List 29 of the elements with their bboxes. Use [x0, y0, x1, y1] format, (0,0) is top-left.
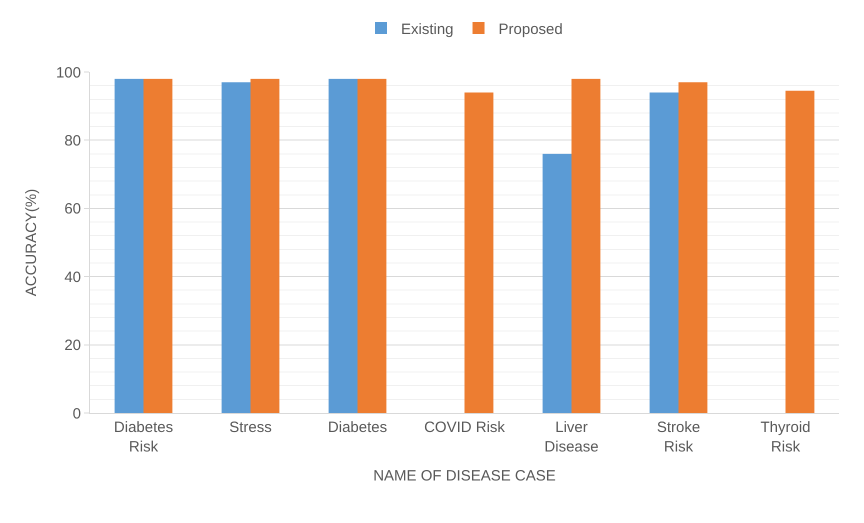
bar	[222, 82, 250, 413]
bar	[358, 78, 386, 413]
x-axis-title: NAME OF DISEASE CASE	[373, 468, 556, 484]
bar	[144, 78, 172, 413]
legend-label: Existing	[401, 20, 454, 38]
x-tick-label: Diabetes Risk	[114, 419, 174, 456]
y-tick-label: 60	[64, 200, 81, 218]
bar	[328, 78, 358, 413]
y-tick-label: 40	[64, 268, 81, 286]
y-tick-label: 20	[64, 337, 81, 354]
bar	[114, 78, 144, 413]
x-tick-label: Diabetes	[328, 419, 388, 436]
x-tick-label: Liver Disease	[544, 419, 599, 456]
y-tick-label: 100	[56, 64, 81, 82]
x-tick-label: Stress	[229, 419, 272, 436]
bar	[250, 78, 280, 413]
bar	[464, 92, 494, 413]
y-tick-label: 80	[64, 132, 81, 150]
bar	[786, 90, 814, 413]
bar	[678, 82, 708, 413]
x-tick-label: COVID Risk	[424, 419, 506, 436]
bar	[650, 92, 678, 413]
legend-label: Proposed	[498, 20, 563, 38]
bar	[542, 154, 572, 413]
bar	[572, 78, 600, 413]
y-axis-title: ACCURACY(%)	[23, 188, 40, 296]
x-tick-label: Stroke Risk	[656, 419, 700, 456]
x-tick-label: Thyroid Risk	[760, 419, 811, 456]
y-tick-label: 0	[72, 405, 81, 422]
